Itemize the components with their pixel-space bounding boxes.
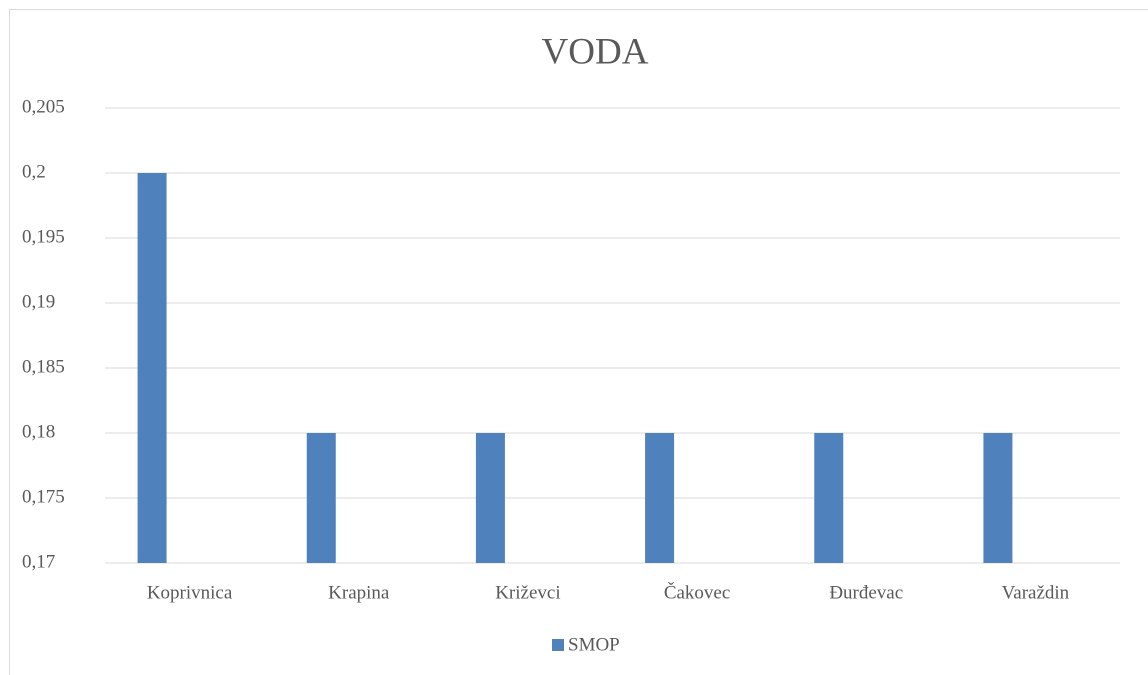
- x-tick-label: Čakovec: [664, 581, 730, 603]
- bar: [814, 433, 844, 563]
- y-tick-label: 0,175: [22, 486, 65, 507]
- chart-border: [9, 9, 1148, 675]
- x-tick-label: Varaždin: [1002, 582, 1070, 603]
- x-tick-label: Đurđevac: [829, 582, 903, 603]
- y-tick-label: 0,19: [22, 291, 55, 312]
- bar: [306, 433, 336, 563]
- bar: [983, 433, 1013, 563]
- legend-swatch: [552, 639, 564, 651]
- x-tick-label: Krapina: [328, 582, 390, 603]
- x-tick-label: Križevci: [495, 582, 560, 603]
- chart-title: VODA: [542, 31, 649, 72]
- bar: [645, 433, 675, 563]
- legend-label: SMOP: [568, 634, 620, 655]
- y-tick-label: 0,205: [22, 96, 65, 117]
- bar: [137, 173, 167, 563]
- y-tick-label: 0,195: [22, 226, 65, 247]
- y-tick-label: 0,185: [22, 356, 65, 377]
- y-tick-label: 0,2: [22, 161, 46, 182]
- y-tick-label: 0,18: [22, 421, 55, 442]
- x-tick-label: Koprivnica: [147, 582, 233, 603]
- y-tick-label: 0,17: [22, 551, 55, 572]
- bar: [475, 433, 505, 563]
